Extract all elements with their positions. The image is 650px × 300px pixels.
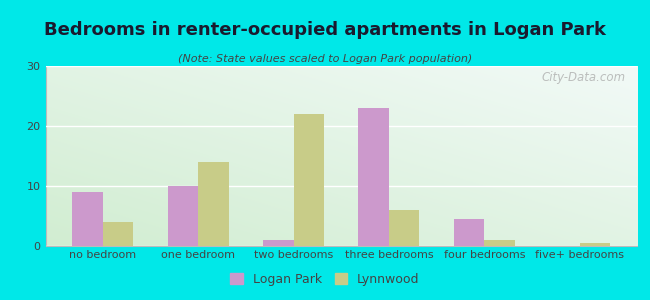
Bar: [580, 243, 610, 246]
Text: City-Data.com: City-Data.com: [541, 71, 625, 84]
Bar: [103, 222, 133, 246]
Bar: [484, 240, 515, 246]
Legend: Logan Park, Lynnwood: Logan Park, Lynnwood: [226, 268, 424, 291]
Bar: [72, 192, 103, 246]
Bar: [389, 210, 419, 246]
Text: (Note: State values scaled to Logan Park population): (Note: State values scaled to Logan Park…: [178, 54, 472, 64]
Bar: [454, 219, 484, 246]
Bar: [294, 114, 324, 246]
Bar: [168, 186, 198, 246]
Bar: [263, 240, 294, 246]
Bar: [358, 108, 389, 246]
Text: Bedrooms in renter-occupied apartments in Logan Park: Bedrooms in renter-occupied apartments i…: [44, 21, 606, 39]
Bar: [198, 162, 229, 246]
